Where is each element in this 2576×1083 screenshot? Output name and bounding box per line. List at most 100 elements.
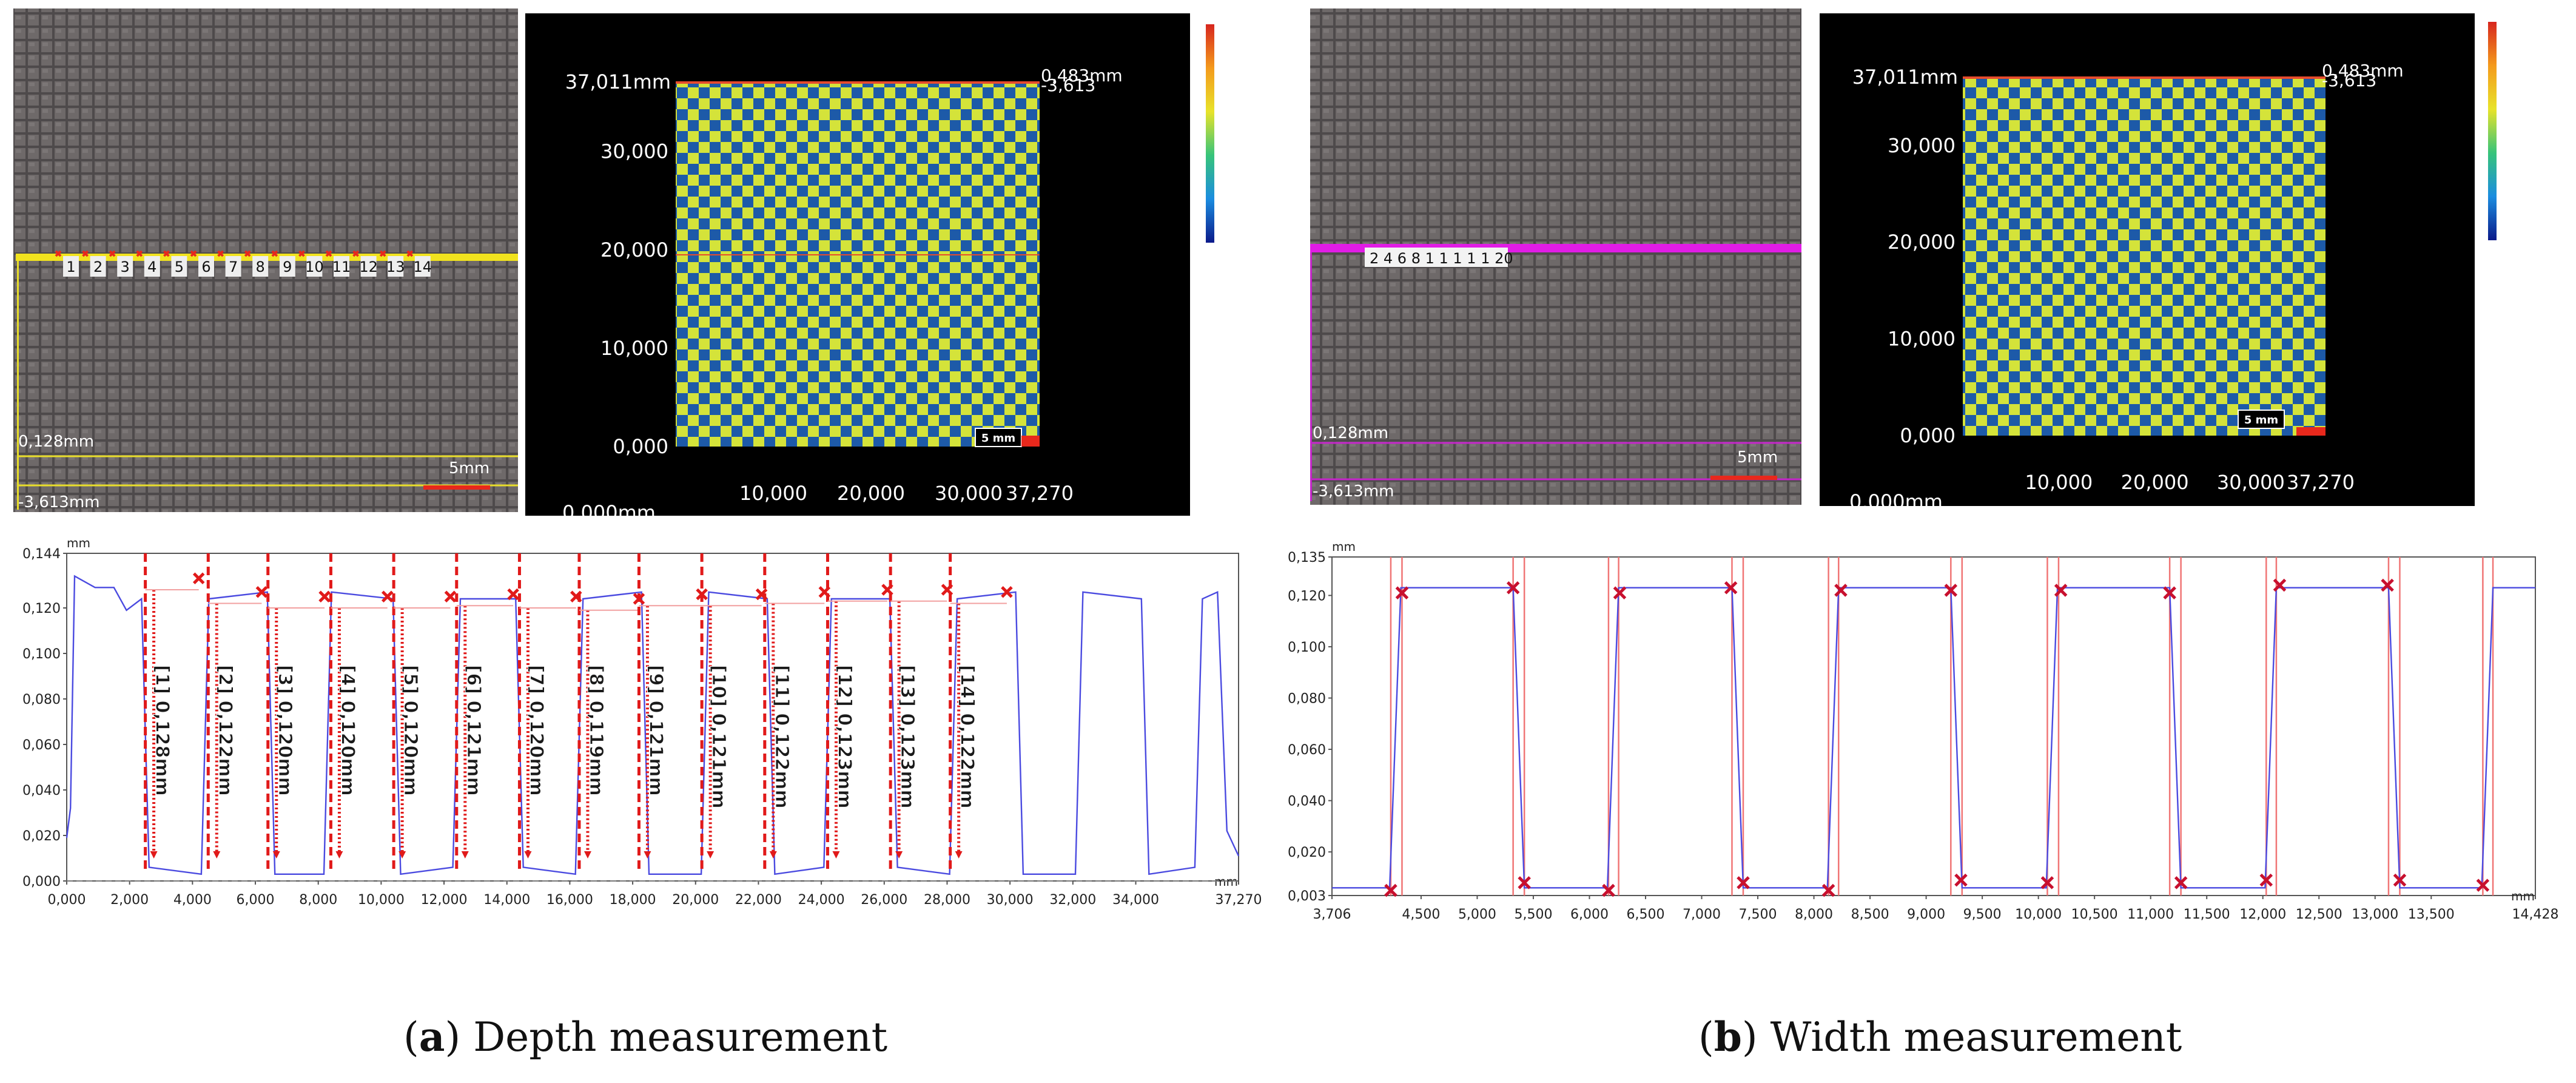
x-tick-label: 34,000 xyxy=(1112,892,1159,908)
measurement-label: [13] 0,123mm xyxy=(896,665,918,809)
x-tick-label: 30,000 xyxy=(987,892,1034,908)
profile-markers-b-box xyxy=(1365,248,1508,267)
heightmap-a-axis-labels: 37,011mm 30,000 20,000 10,000 0,000 10,000 20,… xyxy=(562,66,1123,524)
x-tick-label: 30,000 xyxy=(935,482,1003,505)
x-origin-label: 0,000mm xyxy=(562,501,656,524)
bottom-marker xyxy=(2476,879,2490,892)
x-tick-label: 8,500 xyxy=(1851,907,1889,922)
measure-cross xyxy=(507,588,519,601)
measure-arrow xyxy=(272,851,280,859)
marker-box xyxy=(279,256,295,277)
measurement-label: [7] 0,120mm xyxy=(525,665,546,796)
y-tick-label: 20,000 xyxy=(600,238,668,261)
x-tick-label: 13,500 xyxy=(2408,907,2455,922)
top-marker xyxy=(1944,584,1958,597)
profile-line xyxy=(1332,587,2535,889)
depth-profile-chart: mmmm0,0000,0200,0400,0600,0800,1000,1200… xyxy=(22,536,1262,908)
measure-arrow xyxy=(583,851,591,859)
top-marker xyxy=(2273,578,2287,592)
marker-cross xyxy=(109,250,116,257)
marker-label: 7 xyxy=(229,258,238,275)
colorbar-b-labels: 0,199mm 0,160 0,120 0,080 0,040 -0,010 xyxy=(2503,16,2567,240)
bottom-marker xyxy=(1602,883,1615,897)
plot-area xyxy=(1331,556,2536,896)
marker-box xyxy=(117,256,133,277)
marker-label: 3 xyxy=(121,258,130,275)
colorbar-label: -0,010 xyxy=(2503,224,2546,240)
photo-a: 1 2 3 4 5 6 7 8 9 10 11 12 13 14 0,128mm -3,613mm 5mm xyxy=(13,8,518,512)
top-marker xyxy=(1724,581,1738,595)
marker-label: 6 xyxy=(201,258,210,275)
y-origin-label: 37,011mm xyxy=(565,70,671,93)
heightmap-b: 5 mm 37,011mm 30,000 20,000 10,000 0,000 10,0… xyxy=(1820,13,2567,513)
y-tick-label: 0,000 xyxy=(22,874,61,889)
x-tick-label: 20,000 xyxy=(672,892,719,908)
x-tick-label: 0,000 xyxy=(48,892,86,908)
measurement-label: [1] 0,128mm xyxy=(152,665,173,796)
x-tick-label: 14,000 xyxy=(483,892,530,908)
y-tick-label: 10,000 xyxy=(600,337,668,360)
colorbar-label: -0,010 xyxy=(1220,227,1263,242)
measurement-label: [12] 0,123mm xyxy=(833,665,855,809)
measurement-label: [4] 0,120mm xyxy=(337,665,358,796)
y-tick-label: 0,144 xyxy=(22,547,61,562)
x-tick-label: 22,000 xyxy=(735,892,782,908)
marker-label: 14 xyxy=(414,258,432,275)
x-tick-label: 18,000 xyxy=(610,892,656,908)
x-tick-label: 12,000 xyxy=(2239,907,2286,922)
x-tick-label: 6,500 xyxy=(1627,907,1665,922)
x-tick-label: 5,500 xyxy=(1514,907,1552,922)
heightmap-b-surface xyxy=(1963,78,2325,436)
y-tick-label: 0,040 xyxy=(1288,794,1326,809)
measure-arrow xyxy=(461,851,469,859)
measure-arrow xyxy=(335,851,343,859)
measure-cross xyxy=(318,590,331,603)
marker-cross xyxy=(163,250,170,257)
profile-markers-b: 2 4 6 8 1 1 1 1 1 20 xyxy=(1370,250,1513,267)
bottom-marker xyxy=(1384,883,1397,897)
photo-b-bottom-value: -3,613mm xyxy=(1313,482,1394,501)
marker-label: 10 xyxy=(305,258,324,275)
caption-a: (a) Depth measurement xyxy=(403,1013,888,1061)
y-tick-label: 10,000 xyxy=(1888,328,1956,351)
colorbar-label: 0,160 xyxy=(1220,61,1259,76)
top-marker xyxy=(1506,581,1520,595)
photo-b-top-value: 0,128mm xyxy=(1313,424,1388,442)
marker-box xyxy=(225,256,241,277)
y-tick-label: 0,000 xyxy=(1900,424,1956,447)
photo-b: 2 4 6 8 1 1 1 1 1 20 0,128mm -3,613mm 5m… xyxy=(1310,8,1801,505)
width-profile-chart: mm mm 0,003 0,020 0,040 0,060 0,080 0,100 0,120 0… xyxy=(1288,539,2558,922)
colorbar-label: 0,080 xyxy=(1220,144,1259,159)
y-axis-unit: mm xyxy=(1332,539,1356,554)
bottom-marker xyxy=(1737,876,1750,889)
measure-arrow xyxy=(213,851,221,859)
photo-b-scale-label: 5mm xyxy=(1737,448,1778,467)
marker-box xyxy=(388,256,404,277)
marker-cross xyxy=(136,250,143,257)
measurement-label: [10] 0,121mm xyxy=(708,665,729,809)
x-tick-label: 10,000 xyxy=(739,482,807,505)
bottom-marker xyxy=(2040,876,2054,889)
marker-label: 1 xyxy=(66,258,75,275)
measure-arrow xyxy=(895,851,903,859)
colorbar-a xyxy=(1206,24,1214,243)
measure-cross xyxy=(192,572,205,585)
top-marker xyxy=(1834,584,1848,597)
marker-cross xyxy=(406,250,414,257)
bottom-marker xyxy=(2259,873,2273,887)
y-tick-label: 0,080 xyxy=(1288,692,1326,707)
heightmap-a: 5 mm 37,011mm 30,000 20,000 10,000 0,000 10,0… xyxy=(525,13,1285,524)
marker-box xyxy=(306,256,323,277)
measure-arrow xyxy=(644,851,651,859)
marker-box xyxy=(252,256,269,277)
x-tick-label: 10,000 xyxy=(2025,471,2093,494)
x-tick-label: 24,000 xyxy=(798,892,845,908)
y-tick-label: 0,080 xyxy=(22,692,61,707)
bottom-marker xyxy=(2174,876,2188,889)
y-tick-label: 0,060 xyxy=(22,738,61,753)
measure-arrow xyxy=(399,851,406,859)
y-tick-label: 0,020 xyxy=(22,829,61,844)
marker-label: 11 xyxy=(332,258,351,275)
top-right-label: 0,483mm xyxy=(2322,61,2404,81)
x-tick-label: 10,000 xyxy=(358,892,405,908)
